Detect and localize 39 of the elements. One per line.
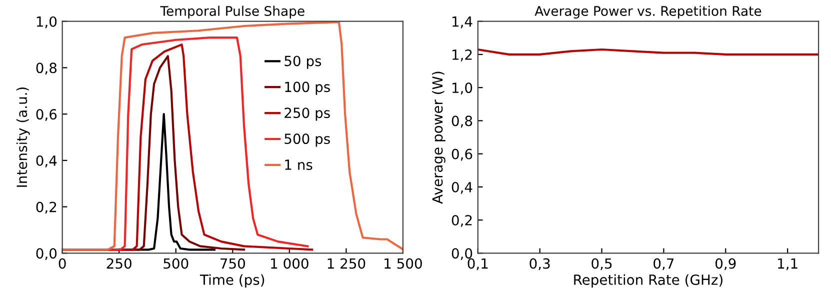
y-tick-label: 0,4: [452, 182, 472, 194]
y-tick-label: 0,2: [452, 215, 472, 227]
x-tick-label: 500: [164, 258, 188, 269]
x-tick-label: 0,9: [716, 258, 736, 270]
y-tick-label: 1,0: [452, 82, 472, 94]
chart-title: Temporal Pulse Shape: [160, 6, 304, 19]
y-tick-label: 0,4: [36, 155, 57, 168]
y-tick-label: 1,0: [36, 16, 57, 28]
y-tick-label: 0,6: [36, 109, 57, 121]
legend-label: 250 ps: [284, 108, 330, 121]
legend-label: 50 ps: [284, 56, 322, 69]
x-tick-label: 1 500: [384, 258, 422, 269]
x-axis-title: Repetition Rate (GHz): [574, 274, 722, 288]
x-tick-label: 0,1: [468, 258, 488, 270]
y-axis-title: Average power (W): [432, 72, 446, 204]
y-tick-label: 1,2: [452, 49, 472, 62]
chart-title: Average Power vs. Repetition Rate: [534, 6, 762, 19]
x-tick-label: 1 000: [271, 258, 308, 269]
legend-label: 100 ps: [285, 82, 330, 95]
x-tick-label: 0,7: [654, 258, 674, 270]
line-series: [62, 21, 403, 251]
legend-label: 1 ns: [285, 160, 312, 170]
y-tick-label: 0,0: [452, 248, 472, 260]
y-tick-label: 0,0: [36, 248, 57, 260]
y-tick-label: 0,8: [36, 62, 57, 75]
x-axis-title: Time (ps): [200, 274, 264, 288]
x-tick-label: 1,1: [778, 258, 798, 270]
x-tick-label: 0,5: [592, 258, 612, 270]
x-tick-label: 750: [220, 258, 245, 269]
y-tick-label: 0,6: [452, 148, 472, 161]
y-tick-label: 0,8: [452, 116, 472, 128]
y-tick-label: 1,4: [452, 16, 472, 28]
x-tick-label: 1 250: [328, 258, 366, 269]
x-tick-label: 250: [106, 258, 132, 269]
x-tick-label: 0,3: [530, 258, 550, 270]
y-axis-title: Intensity (a.u.): [16, 88, 30, 187]
x-tick-label: 0: [58, 258, 66, 269]
y-tick-label: 0,2: [36, 202, 56, 214]
legend-label: 500 ps: [284, 134, 330, 147]
